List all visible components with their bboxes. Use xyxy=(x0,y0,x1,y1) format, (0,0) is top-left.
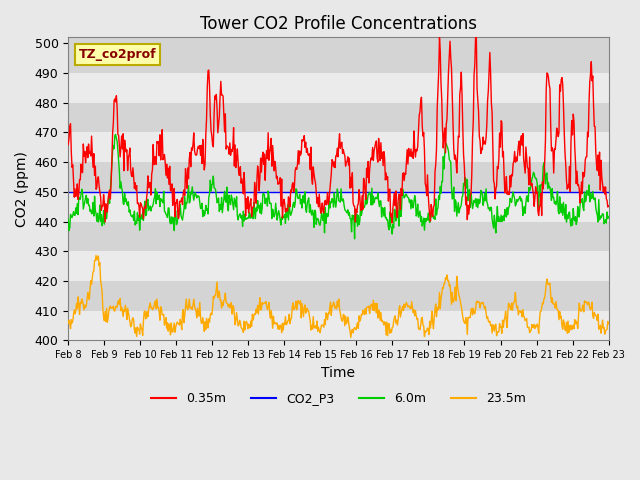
Bar xyxy=(68,252,609,281)
X-axis label: Time: Time xyxy=(321,366,355,380)
Bar xyxy=(68,311,609,340)
Text: TZ_co2prof: TZ_co2prof xyxy=(79,48,157,61)
Bar xyxy=(68,73,609,103)
Title: Tower CO2 Profile Concentrations: Tower CO2 Profile Concentrations xyxy=(200,15,477,33)
Legend: 0.35m, CO2_P3, 6.0m, 23.5m: 0.35m, CO2_P3, 6.0m, 23.5m xyxy=(146,387,531,410)
Bar xyxy=(68,132,609,162)
Bar xyxy=(68,192,609,222)
Y-axis label: CO2 (ppm): CO2 (ppm) xyxy=(15,151,29,227)
